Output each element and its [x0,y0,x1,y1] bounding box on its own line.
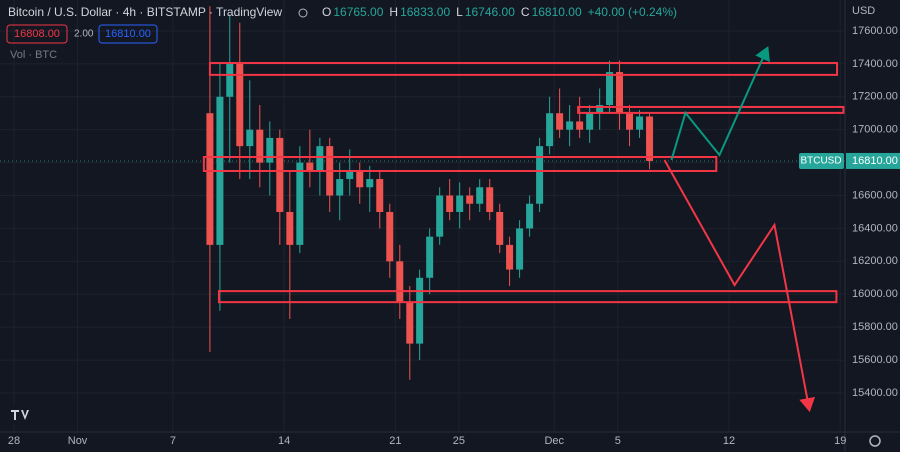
ohlc-label: L [456,5,463,19]
zone [202,156,718,172]
candle-body [616,72,624,114]
candle-body [236,63,244,147]
x-tick-label: 7 [170,435,176,447]
x-tick-label: Nov [68,435,88,447]
candle-body [266,137,274,163]
candle-body [626,113,634,130]
x-tick-label: 28 [8,435,20,447]
arrow [670,46,770,161]
candle-body [336,179,344,196]
x-tick-label: 25 [453,435,465,447]
candle-body [396,261,404,303]
candle-body [276,137,284,212]
candle-body [536,146,544,204]
logo-mark [11,410,29,420]
ask: 16810.00 [105,28,151,40]
candle-body [646,116,654,161]
y-tick-label: 16400.00 [852,222,898,234]
candle-body [596,104,604,114]
y-tick-label: 16600.00 [852,189,898,201]
candle-body [306,162,314,171]
y-tick-label: 17000.00 [852,124,898,136]
y-tick-label: 17600.00 [852,25,898,37]
candle-body [486,187,494,212]
x-tick-label: 5 [615,435,621,447]
y-tick-label: 16200.00 [852,255,898,267]
candle-body [516,228,524,270]
symbol-tag [799,152,844,169]
candle-body [356,170,364,188]
y-tick-label: 16000.00 [852,288,898,300]
candle-body [426,236,434,278]
candle-body [346,170,354,180]
symbol-label: BTCUSD [800,156,841,167]
candle-body [636,116,644,130]
x-tick-label: 19 [834,435,846,447]
candle-body [376,179,384,212]
candle-body [476,187,484,204]
settings-icon[interactable] [869,435,881,447]
arrow [663,159,816,413]
ohlc-value: 16765.00 [333,5,383,19]
candle-body [586,113,594,130]
ohlc-label: H [389,5,398,19]
candle-body [416,277,424,344]
x-tick-label: 21 [389,435,401,447]
candle-body [286,211,294,245]
candle-body [256,129,264,163]
candle-body [546,113,554,147]
candle-body [366,179,374,188]
last-price-label: 16810.00 [852,155,898,167]
candle-body [606,72,614,105]
x-tick-label: 12 [723,435,735,447]
y-tick-label: 15400.00 [852,387,898,399]
candle-body [526,203,534,229]
change: +40.00 (+0.24%) [588,5,677,19]
ohlc-label: C [521,5,530,19]
y-tick-label: 15600.00 [852,354,898,366]
candle-body [496,211,504,245]
bid: 16808.00 [14,28,60,40]
spread: 2.00 [74,29,94,40]
candle-body [446,195,454,212]
candle-body [296,162,304,245]
volume-label: Vol · BTC [10,49,57,61]
candle-body [566,121,574,130]
ohlc-label: O [322,5,331,19]
y-tick-label: 17200.00 [852,91,898,103]
candle-body [456,195,464,212]
x-tick-label: 14 [278,435,290,447]
ohlc-value: 16810.00 [532,5,582,19]
zone [577,105,845,114]
logo [8,405,32,425]
candle-body [506,244,514,270]
y-tick-label: 15800.00 [852,321,898,333]
eye-icon[interactable] [298,8,308,18]
ask-box[interactable] [98,24,158,44]
ohlc-value: 16833.00 [400,5,450,19]
currency: USD [852,5,875,17]
x-tick-label: Dec [544,435,564,447]
bid-box[interactable] [6,24,68,44]
candle-body [556,113,564,130]
candle-body [466,195,474,204]
candle-body [406,302,414,344]
candle-body [316,146,324,171]
zone [217,290,838,304]
candle-body [576,121,584,130]
chart-title: Bitcoin / U.S. Dollar · 4h · BITSTAMP · … [8,5,282,19]
last-price-tag [846,152,900,169]
candle-body [206,113,214,245]
ohlc-value: 16746.00 [465,5,515,19]
y-tick-label: 17400.00 [852,58,898,70]
candle-body [246,129,254,147]
candle-body [436,195,444,237]
candle-body [226,63,234,97]
zone [208,62,839,76]
candle-body [386,211,394,262]
